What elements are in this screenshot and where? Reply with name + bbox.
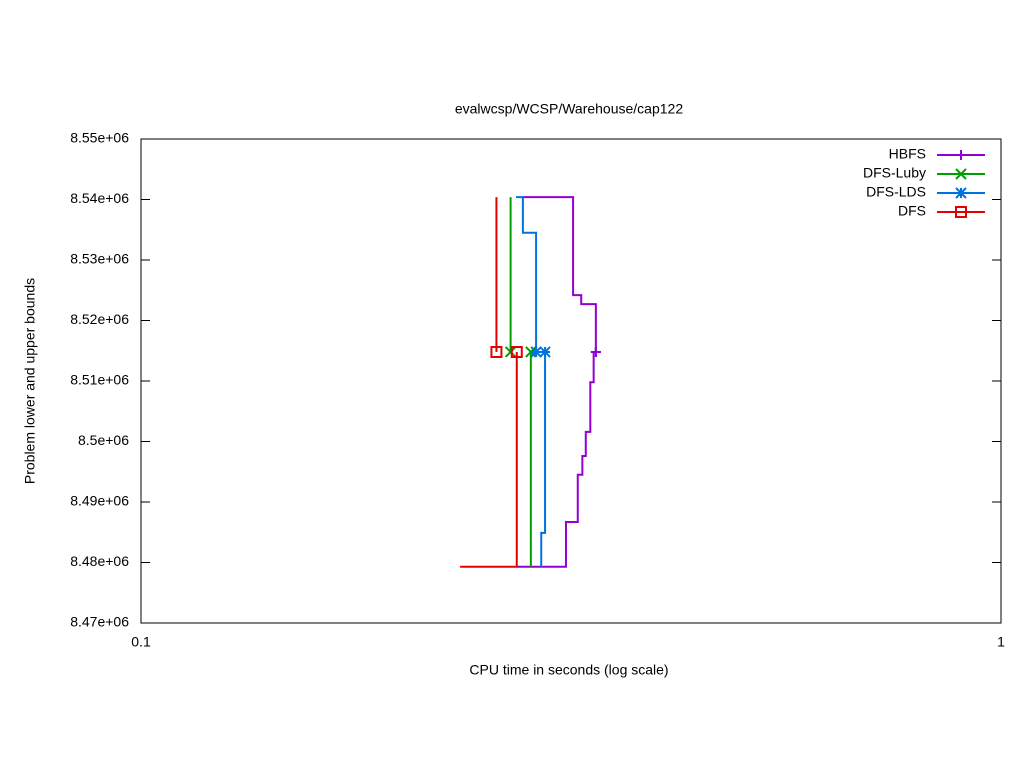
legend-label: DFS-Luby <box>863 165 926 181</box>
legend-marker <box>956 150 966 160</box>
point-marker <box>539 346 551 358</box>
y-tick-label: 8.51e+06 <box>70 372 129 388</box>
x-axis-label: CPU time in seconds (log scale) <box>469 662 668 678</box>
y-tick-label: 8.53e+06 <box>70 251 129 267</box>
point-marker <box>510 345 523 358</box>
point-marker <box>590 346 601 357</box>
legend-label: DFS-LDS <box>866 184 926 200</box>
point-marker <box>530 346 542 358</box>
upper-bound-line <box>516 196 538 352</box>
x-tick-label: 0.1 <box>131 634 151 650</box>
point-marker <box>504 346 517 358</box>
legend-marker <box>955 206 967 218</box>
y-tick-label: 8.49e+06 <box>70 493 129 509</box>
y-tick-label: 8.47e+06 <box>70 614 129 630</box>
upper-bound-line <box>522 196 597 352</box>
legend-marker <box>955 168 967 180</box>
lower-bound-line <box>516 350 596 568</box>
y-axis-label: Problem lower and upper bounds <box>22 278 38 484</box>
chart-title: evalwcsp/WCSP/Warehouse/cap122 <box>455 101 683 117</box>
legend-label: DFS <box>898 203 926 219</box>
lower-bound-line <box>460 351 518 568</box>
y-tick-label: 8.52e+06 <box>70 311 129 327</box>
legend-label: HBFS <box>889 146 926 162</box>
point-marker <box>525 346 537 358</box>
y-tick-label: 8.55e+06 <box>70 130 129 146</box>
y-tick-label: 8.5e+06 <box>78 432 129 448</box>
y-tick-label: 8.54e+06 <box>70 190 129 206</box>
y-tick-label: 8.48e+06 <box>70 553 129 569</box>
legend-marker <box>955 187 967 199</box>
point-marker <box>490 345 503 358</box>
lower-bound-line <box>540 351 547 567</box>
x-tick-label: 1 <box>997 634 1005 650</box>
